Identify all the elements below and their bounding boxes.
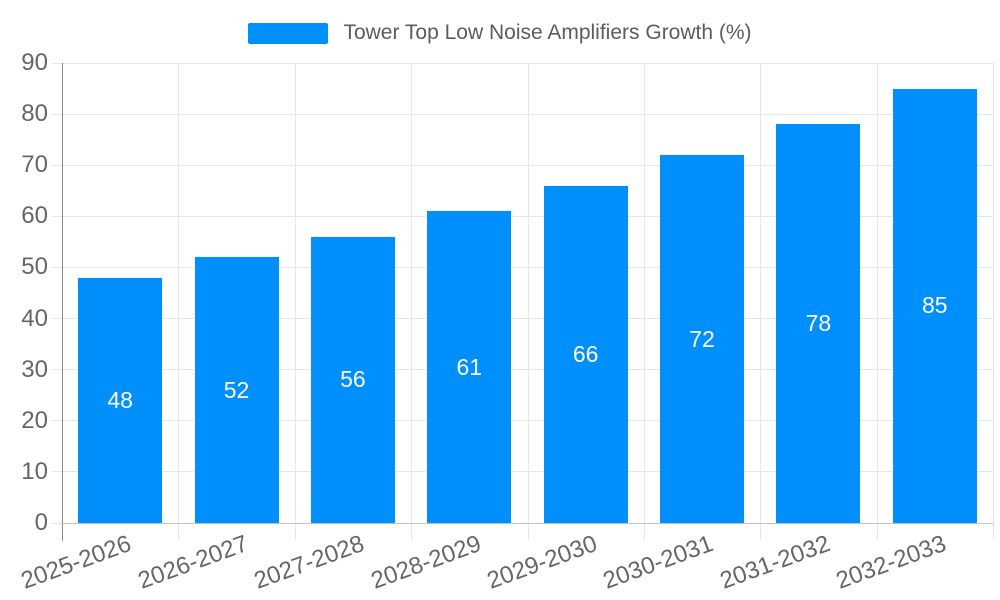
y-gridline <box>52 266 993 268</box>
x-tick-label: 2028-2029 <box>367 530 485 595</box>
y-tick-label: 60 <box>21 202 48 230</box>
bar-value-label: 61 <box>456 353 483 380</box>
x-gridline <box>760 63 762 540</box>
y-gridline <box>52 420 993 422</box>
y-tick-label: 20 <box>21 406 48 434</box>
x-gridline <box>178 63 180 540</box>
y-gridline <box>52 215 993 217</box>
y-tick-label: 90 <box>21 49 48 76</box>
y-gridline <box>52 318 993 320</box>
x-axis-line <box>62 523 993 524</box>
x-tick-label: 2025-2026 <box>17 530 136 595</box>
x-tick-label: 2026-2027 <box>134 530 252 595</box>
y-tick-label: 30 <box>21 355 48 383</box>
y-gridline <box>52 113 993 115</box>
bar-value-label: 85 <box>922 292 948 319</box>
x-gridline <box>643 63 645 540</box>
x-tick-label: 2031-2032 <box>716 530 834 595</box>
y-gridline <box>52 471 993 473</box>
bar-value-label: 66 <box>572 340 599 367</box>
bar[interactable]: 61 <box>427 211 512 523</box>
bar-value-label: 72 <box>689 325 715 352</box>
x-gridline <box>294 63 296 540</box>
bar[interactable]: 72 <box>660 155 745 523</box>
x-tick-label: 2032-2033 <box>832 530 950 595</box>
x-tick-label: 2027-2028 <box>250 530 368 595</box>
bar[interactable]: 52 <box>194 257 279 523</box>
bar[interactable]: 66 <box>543 185 628 523</box>
y-tick-label: 0 <box>34 509 48 536</box>
x-gridline <box>411 63 413 540</box>
x-gridline <box>527 63 529 540</box>
bar-value-label: 48 <box>107 386 133 413</box>
y-tick-label: 40 <box>21 304 48 332</box>
legend-label: Tower Top Low Noise Amplifiers Growth (%… <box>343 21 752 44</box>
y-gridline <box>52 164 993 166</box>
legend-item[interactable]: Tower Top Low Noise Amplifiers Growth (%… <box>0 16 1000 50</box>
legend-swatch <box>248 22 329 44</box>
y-gridline <box>52 369 993 371</box>
bar-value-label: 78 <box>805 310 832 337</box>
x-gridline <box>876 63 878 540</box>
y-tick-label: 70 <box>21 151 48 179</box>
bar[interactable]: 78 <box>776 124 861 523</box>
y-tick-label: 10 <box>21 457 48 485</box>
y-tick-label: 50 <box>21 253 48 281</box>
x-gridline <box>993 63 994 540</box>
bar[interactable]: 85 <box>892 88 977 523</box>
x-tick-label: 2029-2030 <box>483 530 601 595</box>
bar[interactable]: 56 <box>310 236 395 523</box>
y-axis-line <box>62 63 63 541</box>
y-gridline <box>52 62 993 64</box>
y-gridline <box>52 522 62 524</box>
x-tick-label: 2030-2031 <box>599 530 717 595</box>
y-tick-label: 80 <box>21 100 48 128</box>
bar-value-label: 56 <box>340 366 366 393</box>
bar[interactable]: 48 <box>78 277 163 523</box>
bar-value-label: 52 <box>223 376 250 403</box>
